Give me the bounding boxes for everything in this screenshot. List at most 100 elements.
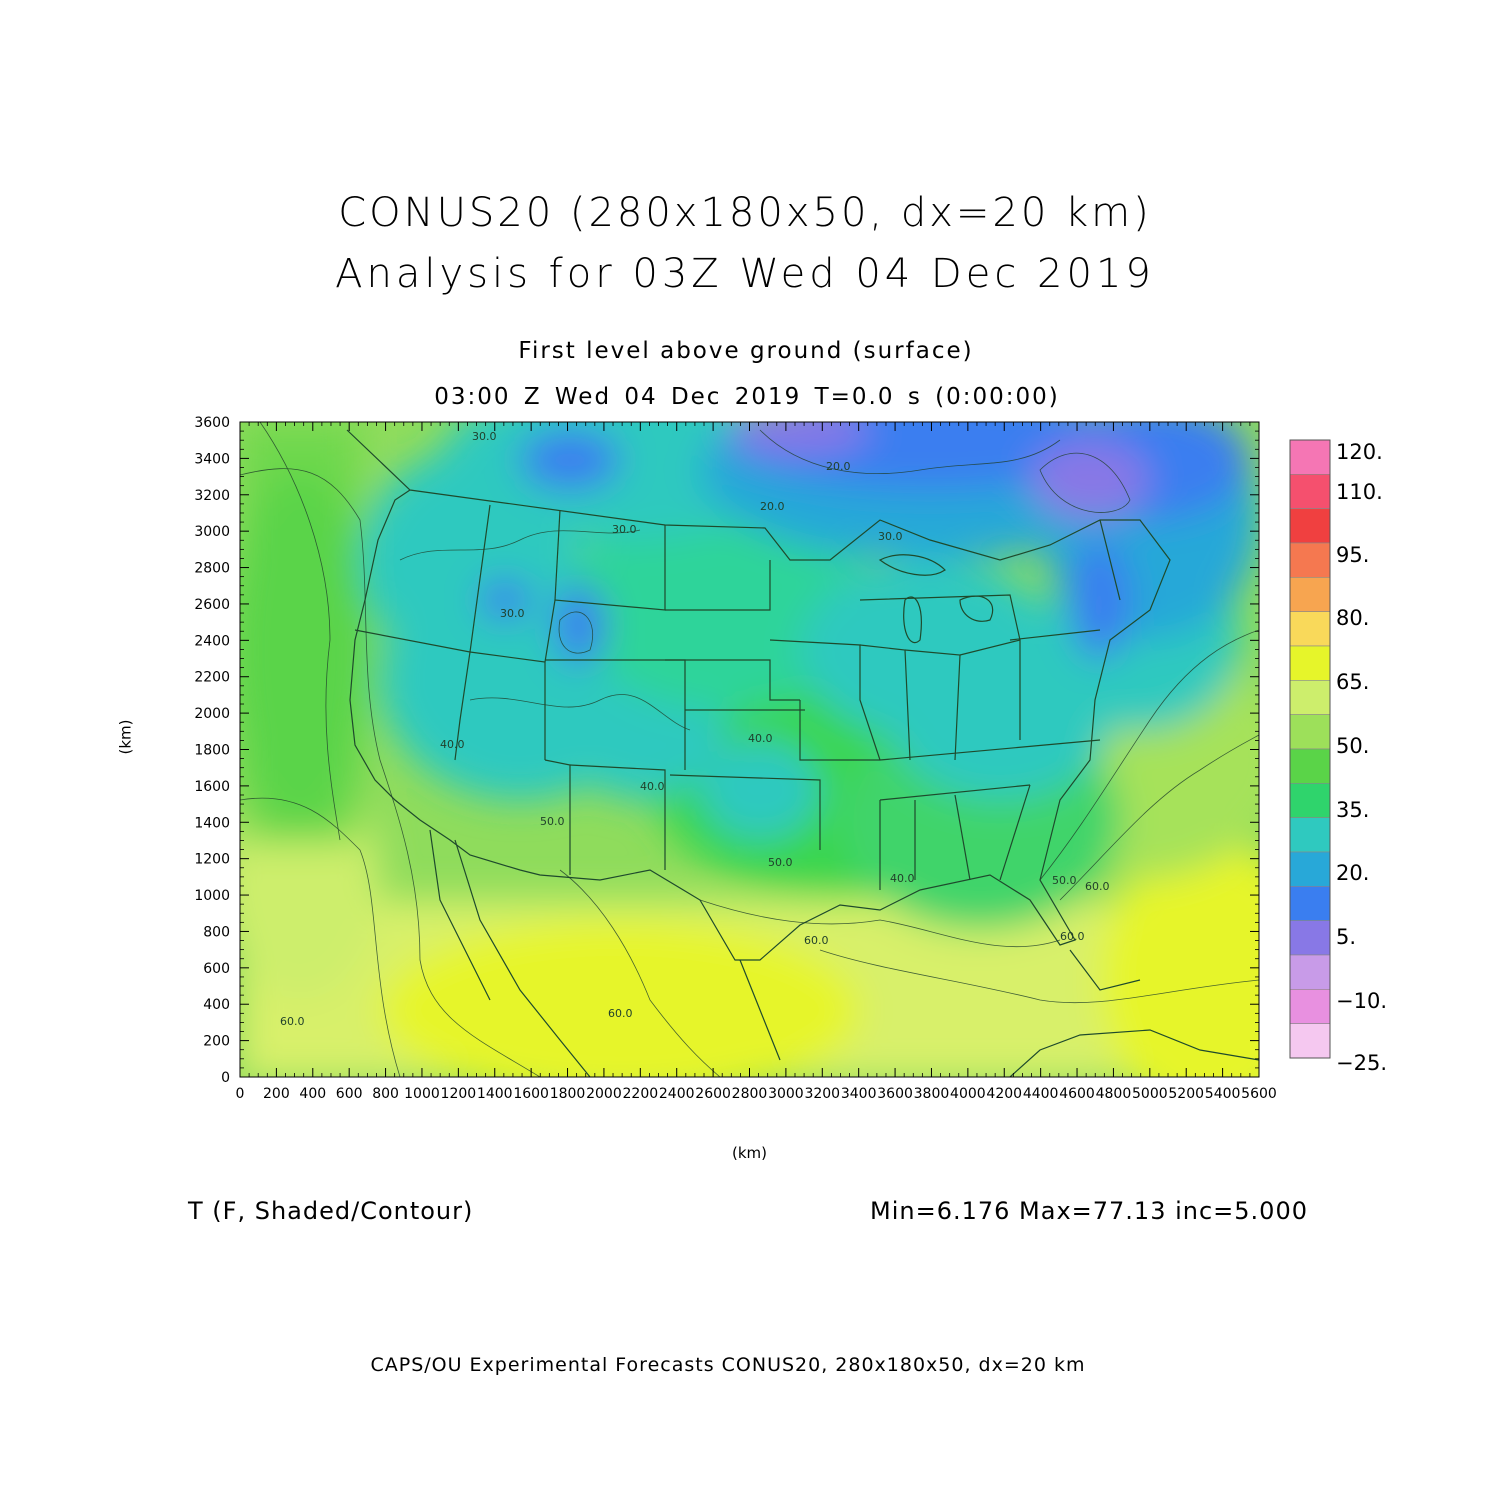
contour-labels: 30.0 20.0 30.0 30.0 20.0 30.0 40.0 40.0 40.0 50.0… <box>280 430 1110 1028</box>
colorbar-swatch <box>1289 680 1331 715</box>
y-tick-label: 2400 <box>194 633 230 649</box>
contour-label: 60.0 <box>1060 930 1085 943</box>
colorbar-swatch <box>1289 1023 1331 1059</box>
x-tick-label: 5400 <box>1205 1086 1241 1102</box>
field-label: T (F, Shaded/Contour) <box>188 1197 474 1225</box>
x-tick-label: 1800 <box>550 1086 586 1102</box>
colorbar-swatch <box>1289 817 1331 853</box>
colorbar-swatch <box>1289 920 1331 956</box>
contour-label: 60.0 <box>608 1007 633 1020</box>
colorbar-label: 65. <box>1336 670 1369 694</box>
x-tick-label: 3400 <box>841 1086 877 1102</box>
y-tick-label: 2800 <box>194 561 230 577</box>
colorbar-swatch <box>1289 748 1331 784</box>
shaded-temperature-field <box>240 422 1259 1077</box>
contour-label: 30.0 <box>612 523 637 536</box>
x-tick-label: 600 <box>336 1086 363 1102</box>
y-tick-label: 1600 <box>194 779 230 795</box>
colorbar-label: 120. <box>1336 440 1383 464</box>
colorbar-label: 35. <box>1336 798 1369 822</box>
x-tick-label: 1400 <box>477 1086 513 1102</box>
y-tick-label: 2000 <box>194 706 230 722</box>
colorbar-label: 20. <box>1336 861 1369 885</box>
x-tick-label: 400 <box>299 1086 326 1102</box>
x-tick-label: 0 <box>236 1086 245 1102</box>
colorbar-label: 110. <box>1336 480 1383 504</box>
contour-label: 30.0 <box>500 607 525 620</box>
temperature-contours <box>240 422 1259 1077</box>
x-tick-label: 2800 <box>732 1086 768 1102</box>
y-tick-label: 3200 <box>194 488 230 504</box>
colorbar-swatch <box>1289 611 1331 647</box>
plot-title-line2: Analysis for 03Z Wed 04 Dec 2019 <box>335 251 1155 297</box>
colorbar-label: −25. <box>1336 1051 1387 1075</box>
colorbar-swatch <box>1289 508 1331 544</box>
plot-title-line1: CONUS20 (280x180x50, dx=20 km) <box>338 190 1152 236</box>
colorbar-label: −10. <box>1336 989 1387 1013</box>
x-tick-label: 3000 <box>768 1086 804 1102</box>
x-tick-label: 1200 <box>441 1086 477 1102</box>
contour-label: 40.0 <box>440 738 465 751</box>
x-tick-label: 2200 <box>623 1086 659 1102</box>
contour-label: 50.0 <box>1052 874 1077 887</box>
x-tick-label: 5000 <box>1132 1086 1168 1102</box>
contour-label: 40.0 <box>640 780 665 793</box>
y-tick-label: 400 <box>203 997 230 1013</box>
contour-label: 60.0 <box>804 934 829 947</box>
x-tick-label: 4600 <box>1059 1086 1095 1102</box>
colorbar-swatch <box>1289 783 1331 818</box>
colorbar-frame <box>1289 439 1331 1059</box>
contour-label: 40.0 <box>890 872 915 885</box>
colorbar-swatch <box>1289 989 1331 1024</box>
x-axis-ticks: 0 200 400 600 800 1000 1200 1400 1600 1800 2000 220… <box>236 422 1277 1102</box>
x-tick-label: 3800 <box>914 1086 950 1102</box>
map-boundaries <box>346 429 1259 1077</box>
x-axis-label: (km) <box>732 1144 768 1162</box>
colorbar-swatch <box>1289 542 1331 578</box>
x-tick-label: 2600 <box>695 1086 731 1102</box>
contour-label: 50.0 <box>540 815 565 828</box>
y-tick-label: 600 <box>203 961 230 977</box>
x-tick-label: 200 <box>263 1086 290 1102</box>
contour-label: 30.0 <box>472 430 497 443</box>
x-tick-label: 800 <box>372 1086 399 1102</box>
x-tick-label: 4400 <box>1023 1086 1059 1102</box>
colorbar-swatch <box>1289 886 1331 921</box>
x-tick-label: 1000 <box>404 1086 440 1102</box>
y-tick-label: 1800 <box>194 743 230 759</box>
y-axis-ticks: 0 200 400 600 800 1000 1200 1400 1600 1800 2000 220… <box>194 415 1259 1086</box>
contour-label: 40.0 <box>748 732 773 745</box>
colorbar-swatch <box>1289 954 1331 990</box>
contour-label: 20.0 <box>760 500 785 513</box>
y-tick-label: 1200 <box>194 852 230 868</box>
colorbar-swatch <box>1289 474 1331 509</box>
x-tick-label: 2400 <box>659 1086 695 1102</box>
x-tick-label: 5600 <box>1241 1086 1277 1102</box>
footer-credit: CAPS/OU Experimental Forecasts CONUS20, … <box>370 1354 1086 1376</box>
colorbar: 120. 110. 95. 80. 65. 50. 35. 20. 5. −10. −25. <box>1289 439 1387 1075</box>
contour-label: 60.0 <box>280 1015 305 1028</box>
colorbar-label: 95. <box>1336 543 1369 567</box>
contour-label: 50.0 <box>768 856 793 869</box>
x-tick-label: 1600 <box>513 1086 549 1102</box>
y-tick-label: 800 <box>203 924 230 940</box>
y-tick-label: 1400 <box>194 815 230 831</box>
plot-subtitle-level: First level above ground (surface) <box>518 338 974 364</box>
y-tick-label: 2200 <box>194 670 230 686</box>
y-axis-label: (km) <box>116 719 135 755</box>
colorbar-label: 5. <box>1336 925 1356 949</box>
x-tick-label: 3600 <box>877 1086 913 1102</box>
x-tick-label: 4200 <box>986 1086 1022 1102</box>
y-tick-label: 3000 <box>194 524 230 540</box>
colorbar-label: 80. <box>1336 606 1369 630</box>
plot-subtitle-time: 03:00 Z Wed 04 Dec 2019 T=0.0 s (0:00:00… <box>434 384 1060 410</box>
field-stats: Min=6.176 Max=77.13 inc=5.000 <box>870 1197 1308 1225</box>
contour-label: 30.0 <box>878 530 903 543</box>
y-tick-label: 3600 <box>194 415 230 431</box>
x-tick-label: 4000 <box>950 1086 986 1102</box>
colorbar-swatch <box>1289 851 1331 887</box>
contour-label: 20.0 <box>826 460 851 473</box>
contour-label: 60.0 <box>1085 880 1110 893</box>
x-tick-label: 5200 <box>1168 1086 1204 1102</box>
